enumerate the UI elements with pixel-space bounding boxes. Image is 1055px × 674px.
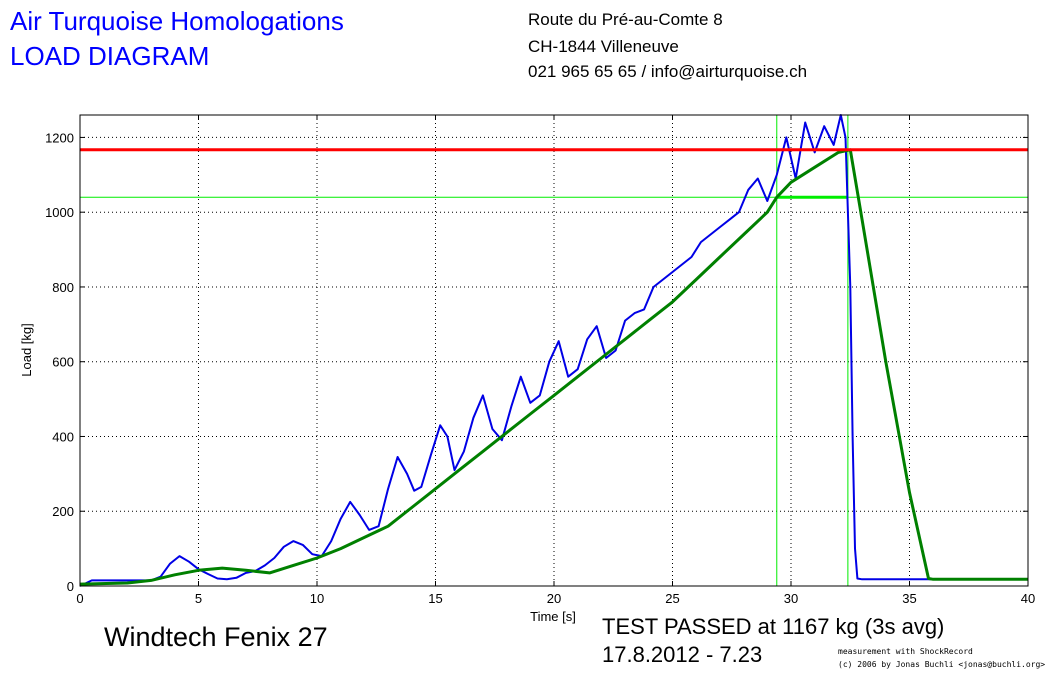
address-street: Route du Pré-au-Comte 8 <box>528 10 723 29</box>
credit-line1: measurement with ShockRecord <box>838 647 973 656</box>
series-group <box>79 114 1028 587</box>
x-tick-label: 35 <box>902 591 916 606</box>
chart-title-line2: LOAD DIAGRAM <box>10 41 210 71</box>
x-tick-label: 20 <box>547 591 561 606</box>
y-tick-label: 800 <box>52 280 74 295</box>
y-tick-label: 0 <box>67 579 74 594</box>
x-tick-label: 30 <box>784 591 798 606</box>
y-axis-label: Load [kg] <box>19 323 34 377</box>
address-city: CH-1844 Villeneuve <box>528 37 679 56</box>
y-tick-label: 1200 <box>45 130 74 145</box>
y-tick-label: 600 <box>52 355 74 370</box>
x-tick-label: 25 <box>665 591 679 606</box>
credit-line2: (c) 2006 by Jonas Buchli <jonas@buchli.o… <box>838 660 1046 669</box>
y-tick-label: 200 <box>52 504 74 519</box>
y-tick-label: 400 <box>52 429 74 444</box>
chart-title-line1: Air Turquoise Homologations <box>10 6 344 36</box>
x-axis-label: Time [s] <box>530 609 576 624</box>
x-tick-label: 5 <box>195 591 202 606</box>
grid <box>80 115 1028 586</box>
test-datetime: 17.8.2012 - 7.23 <box>602 642 763 667</box>
series-line-avg3s <box>79 148 1028 586</box>
x-tick-label: 0 <box>76 591 83 606</box>
glider-model: Windtech Fenix 27 <box>104 622 328 652</box>
x-tick-label: 40 <box>1021 591 1035 606</box>
x-tick-label: 15 <box>428 591 442 606</box>
test-result: TEST PASSED at 1167 kg (3s avg) <box>602 614 945 639</box>
address-contact: 021 965 65 65 / info@airturquoise.ch <box>528 62 808 81</box>
x-tick-label: 10 <box>310 591 324 606</box>
y-tick-label: 1000 <box>45 205 74 220</box>
